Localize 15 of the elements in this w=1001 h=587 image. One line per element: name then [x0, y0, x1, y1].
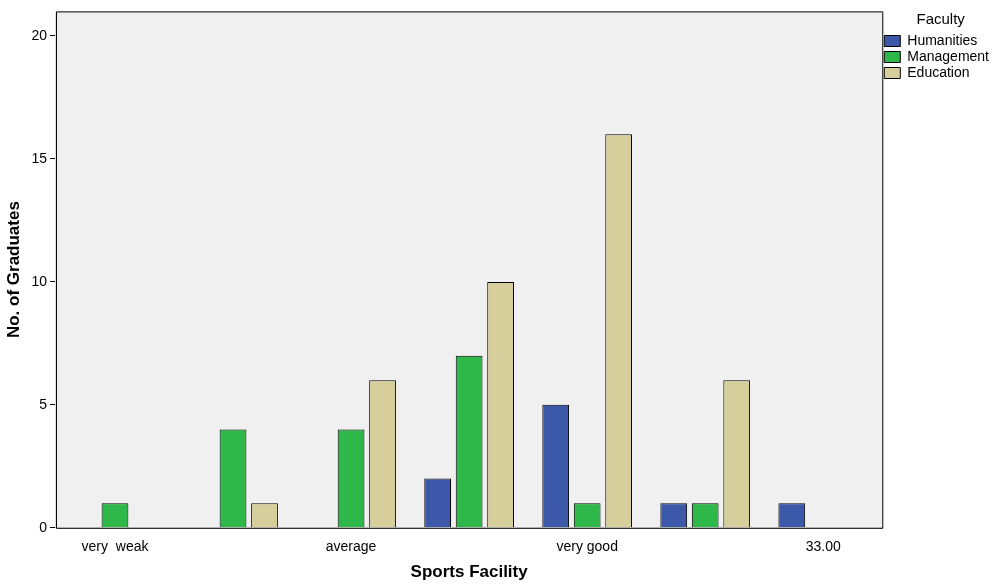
x-tick-label: average: [325, 538, 377, 555]
y-tick-label: 15: [31, 149, 48, 166]
legend-title: Faculty: [916, 9, 966, 27]
y-axis-title: No. of Graduates: [3, 201, 23, 339]
y-tick-label: 0: [39, 518, 48, 535]
legend-label: Humanities: [907, 31, 978, 48]
y-tick-label: 10: [31, 272, 48, 289]
legend-label: Management: [907, 47, 990, 64]
x-tick-label: very weak: [81, 538, 150, 555]
x-tick-label: 33.00: [805, 538, 841, 555]
x-tick-label: very good: [556, 538, 618, 555]
x-axis-title: Sports Facility: [410, 562, 529, 582]
legend-label: Education: [907, 63, 970, 80]
y-tick-label: 5: [39, 395, 48, 412]
y-tick-label: 20: [31, 26, 48, 43]
